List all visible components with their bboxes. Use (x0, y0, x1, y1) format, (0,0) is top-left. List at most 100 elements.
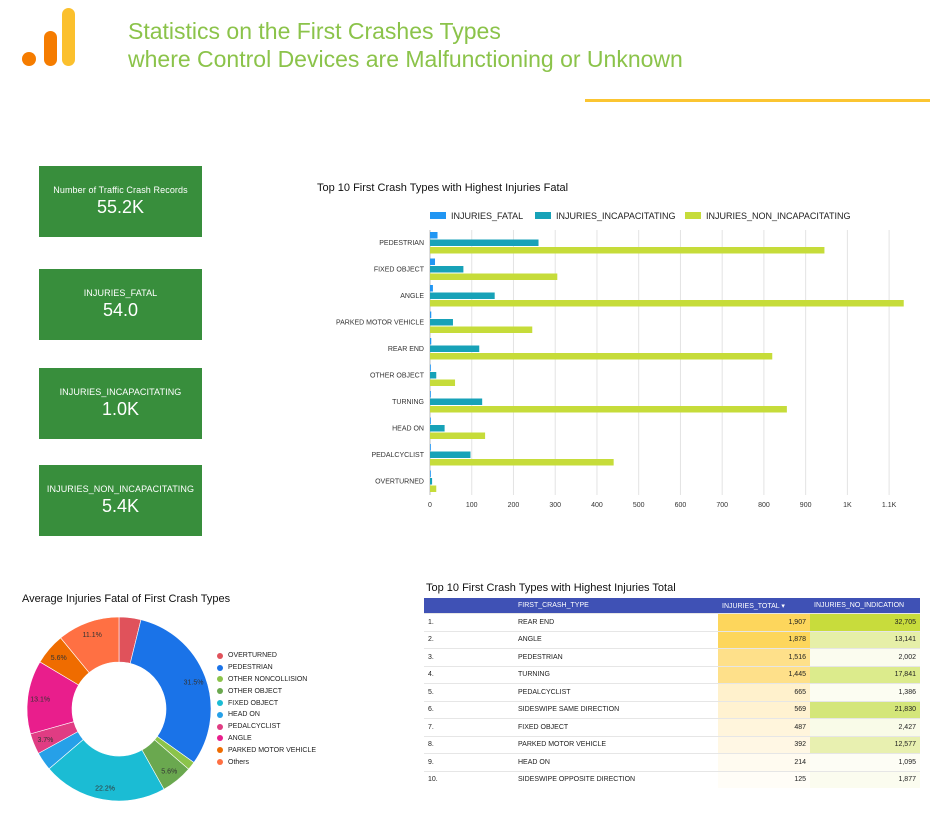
donut-legend-item[interactable]: PEDESTRIAN (217, 662, 316, 674)
legend-dot-icon (217, 747, 223, 754)
donut-legend-item[interactable]: PEDALCYCLIST (217, 721, 316, 733)
kpi-value: 1.0K (101, 399, 140, 419)
legend-label-1: INJURIES_INCAPACITATING (556, 211, 676, 221)
donut-slice-label: 5.6% (51, 655, 67, 662)
bar-injuries-incapacitating (430, 425, 445, 432)
legend-dot-icon (217, 711, 223, 718)
donut-legend-label: OTHER OBJECT (228, 687, 283, 695)
bar-injuries-fatal (430, 470, 431, 477)
x-tick-label: 400 (591, 502, 603, 509)
table-row[interactable]: 3. PEDESTRIAN 1,516 2,002 (424, 648, 920, 666)
table-row[interactable]: 1. REAR END 1,907 32,705 (424, 613, 920, 631)
x-tick-label: 0 (428, 502, 432, 509)
table-header-no-indication[interactable]: INJURIES_NO_INDICATION (810, 598, 920, 614)
row-no-indication: 2,427 (810, 718, 920, 736)
y-category-label: PARKED MOTOR VEHICLE (336, 320, 424, 327)
table-row[interactable]: 6. SIDESWIPE SAME DIRECTION 569 21,830 (424, 700, 920, 719)
legend-label-2: INJURIES_NON_INCAPACITATING (706, 211, 851, 221)
y-category-label: OTHER OBJECT (370, 373, 425, 380)
donut-slice-label: 31.5% (184, 679, 204, 686)
row-crash-type: SIDESWIPE OPPOSITE DIRECTION (514, 770, 718, 788)
kpi-label: INJURIES_NON_INCAPACITATING (46, 484, 195, 494)
kpi-value: 5.4K (101, 496, 140, 516)
row-no-indication: 21,830 (810, 700, 920, 719)
legend-dot-icon (217, 664, 223, 671)
row-injuries-total: 392 (718, 735, 810, 754)
x-tick-label: 200 (508, 502, 520, 509)
bar-injuries-fatal (430, 232, 438, 239)
bar-injuries-non-incapacitating (430, 406, 787, 413)
donut-legend-item[interactable]: OTHER NONCOLLISION (217, 674, 316, 686)
table-row[interactable]: 2. ANGLE 1,878 13,141 (424, 630, 920, 649)
row-crash-type: PEDESTRIAN (514, 648, 718, 666)
logo-bar-tall (62, 8, 75, 66)
row-crash-type: HEAD ON (514, 753, 718, 771)
y-category-label: HEAD ON (392, 426, 424, 433)
row-index: 9. (424, 753, 514, 771)
table-row[interactable]: 4. TURNING 1,445 17,841 (424, 665, 920, 684)
donut-legend-label: Others (228, 758, 250, 766)
bar-injuries-non-incapacitating (430, 459, 614, 466)
table-header-injuries-total[interactable]: INJURIES_TOTAL ▾ (718, 598, 810, 614)
donut-slice-label: 5.6% (161, 769, 177, 776)
row-index: 10. (424, 770, 514, 788)
table-row[interactable]: 7. FIXED OBJECT 487 2,427 (424, 718, 920, 736)
bar-injuries-incapacitating (430, 478, 433, 485)
legend-dot-icon (217, 759, 223, 766)
donut-legend-item[interactable]: PARKED MOTOR VEHICLE (217, 744, 316, 756)
legend-swatch-1 (535, 212, 551, 219)
bar-injuries-non-incapacitating (430, 353, 773, 360)
bar-injuries-non-incapacitating (430, 379, 456, 386)
legend-dot-icon (217, 688, 223, 695)
kpi-card-crash-records[interactable]: Number of Traffic Crash Records 55.2K (39, 166, 202, 237)
donut-legend-item[interactable]: ANGLE (217, 733, 316, 745)
row-crash-type: ANGLE (514, 630, 718, 649)
donut-legend-item[interactable]: HEAD ON (217, 709, 316, 721)
legend-dot-icon (217, 676, 223, 683)
kpi-value: 55.2K (96, 197, 145, 217)
table-header-crash-type[interactable]: FIRST_CRASH_TYPE (514, 598, 718, 614)
donut-chart: 31.5% 5.6% 22.2% 3.7% 13.1% 5.6% 11.1% (26, 616, 212, 802)
kpi-card-injuries-fatal[interactable]: INJURIES_FATAL 54.0 (39, 269, 202, 340)
x-tick-label: 900 (800, 502, 812, 509)
donut-legend-item[interactable]: OVERTURNED (217, 650, 316, 662)
table-row[interactable]: 10. SIDESWIPE OPPOSITE DIRECTION 125 1,877 (424, 770, 920, 788)
donut-legend-item[interactable]: OTHER OBJECT (217, 685, 316, 697)
kpi-label: INJURIES_FATAL (83, 288, 158, 298)
row-no-indication: 32,705 (810, 613, 920, 631)
x-tick-label: 300 (549, 502, 561, 509)
donut-legend-item[interactable]: Others (217, 756, 316, 768)
row-injuries-total: 125 (718, 770, 810, 788)
table-row[interactable]: 9. HEAD ON 214 1,095 (424, 753, 920, 771)
kpi-card-injuries-non-incapacitating[interactable]: INJURIES_NON_INCAPACITATING 5.4K (39, 465, 202, 536)
donut-legend-item[interactable]: FIXED OBJECT (217, 697, 316, 709)
table-row[interactable]: 8. PARKED MOTOR VEHICLE 392 12,577 (424, 735, 920, 754)
donut-legend-label: HEAD ON (228, 711, 260, 719)
donut-legend-label: PEDESTRIAN (228, 664, 273, 672)
donut-legend-label: OTHER NONCOLLISION (228, 675, 308, 683)
legend-swatch-0 (430, 212, 446, 219)
row-no-indication: 1,386 (810, 683, 920, 701)
row-injuries-total: 665 (718, 683, 810, 701)
bar-injuries-incapacitating (430, 345, 480, 352)
x-tick-label: 100 (466, 502, 478, 509)
table-row[interactable]: 5. PEDALCYCLIST 665 1,386 (424, 683, 920, 701)
bar-injuries-non-incapacitating (430, 432, 486, 439)
donut-slice-label: 13.1% (30, 697, 50, 704)
page-title-line2: where Control Devices are Malfunctioning… (128, 46, 683, 72)
y-category-label: PEDESTRIAN (379, 240, 424, 247)
bar-injuries-non-incapacitating (430, 247, 825, 254)
row-crash-type: REAR END (514, 613, 718, 631)
bar-injuries-fatal (430, 364, 431, 371)
y-category-label: REAR END (388, 346, 424, 353)
analytics-logo-icon (22, 8, 75, 66)
x-tick-label: 1K (843, 502, 852, 509)
kpi-card-injuries-incapacitating[interactable]: INJURIES_INCAPACITATING 1.0K (39, 368, 202, 439)
donut-slice (129, 619, 212, 763)
row-injuries-total: 214 (718, 753, 810, 771)
legend-dot-icon (217, 652, 223, 659)
row-injuries-total: 569 (718, 700, 810, 719)
row-index: 3. (424, 648, 514, 666)
bar-injuries-fatal (430, 417, 431, 424)
kpi-value: 54.0 (102, 300, 139, 320)
